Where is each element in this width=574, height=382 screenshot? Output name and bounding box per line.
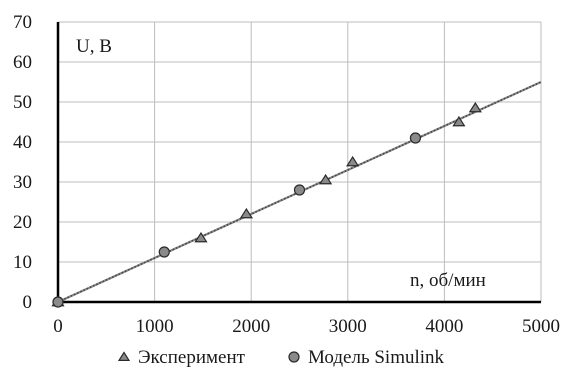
legend-marker-circle xyxy=(288,351,300,363)
axes xyxy=(56,22,541,304)
x-tick-label: 1000 xyxy=(136,316,174,337)
legend: Эксперимент Модель Simulink xyxy=(117,347,445,368)
legend-marker-triangle xyxy=(117,351,131,361)
point-experiment xyxy=(452,115,466,127)
tick-labels: 0 10 20 30 40 50 60 70 0 1000 2000 3000 4000 5000 xyxy=(13,12,560,337)
x-tick-label: 2000 xyxy=(232,316,270,337)
point-experiment xyxy=(468,101,482,113)
point-experiment xyxy=(194,231,208,243)
point-simulink xyxy=(293,184,306,196)
x-axis-label: n, об/мин xyxy=(410,270,486,291)
y-tick-label: 70 xyxy=(13,12,32,33)
y-tick-label: 20 xyxy=(13,212,32,233)
point-experiment xyxy=(239,207,253,219)
point-simulink xyxy=(409,132,422,144)
y-tick-label: 60 xyxy=(13,52,32,73)
y-tick-label: 50 xyxy=(13,92,32,113)
legend-label: Модель Simulink xyxy=(308,347,445,368)
x-tick-label: 3000 xyxy=(329,316,367,337)
y-axis-label: U, В xyxy=(76,36,112,57)
point-simulink xyxy=(52,296,64,308)
data-points xyxy=(51,101,482,308)
x-tick-label: 4000 xyxy=(425,316,463,337)
point-experiment xyxy=(346,155,360,167)
point-experiment xyxy=(318,173,333,185)
y-tick-label: 40 xyxy=(13,132,32,153)
x-tick-label: 0 xyxy=(53,316,63,337)
grid xyxy=(58,21,542,302)
point-simulink xyxy=(158,246,170,258)
legend-label: Эксперимент xyxy=(138,347,246,368)
x-tick-label: 5000 xyxy=(522,316,560,337)
y-tick-label: 30 xyxy=(13,172,32,193)
y-tick-label: 0 xyxy=(23,292,33,313)
y-tick-label: 10 xyxy=(13,252,32,273)
